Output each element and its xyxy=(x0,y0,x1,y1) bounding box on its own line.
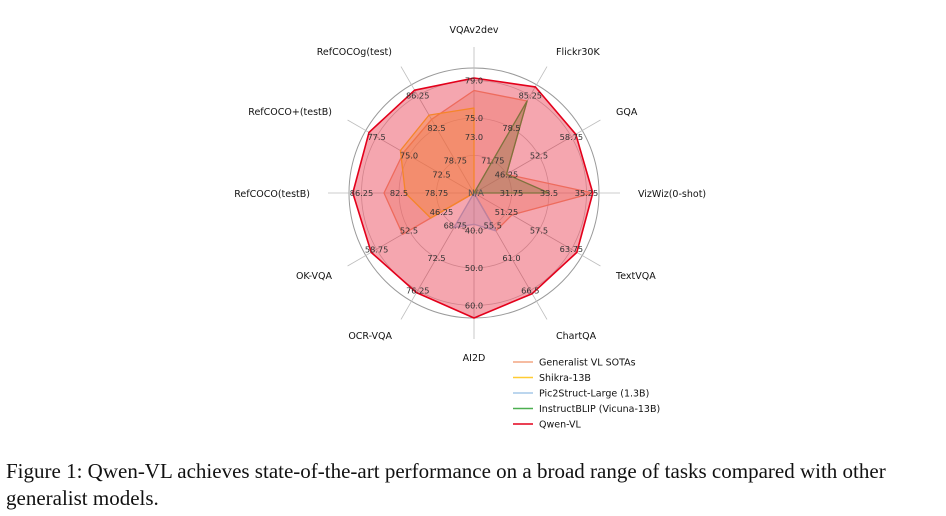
legend-label-5: Qwen-VL xyxy=(539,420,581,431)
axis-label: RefCOCOg(test) xyxy=(317,47,392,58)
axis-label: AI2D xyxy=(463,353,486,364)
tick-label: 68.75 xyxy=(444,221,467,231)
figure-caption: Figure 1: Qwen-VL achieves state-of-the-… xyxy=(6,459,886,510)
tick-label: 46.25 xyxy=(430,207,453,217)
tick-label: 66.5 xyxy=(521,285,539,295)
tick-label: 82.5 xyxy=(427,123,445,133)
tick-label: 85.25 xyxy=(519,91,542,101)
legend-label-3: Pic2Struct-Large (1.3B) xyxy=(539,389,649,400)
axis-label: OCR-VQA xyxy=(348,331,392,342)
tick-label: 78.75 xyxy=(444,156,467,166)
tick-label: 75.0 xyxy=(400,151,418,161)
tick-label: 60.0 xyxy=(465,301,483,311)
tick-label: 82.5 xyxy=(390,188,408,198)
tick-label: 35.25 xyxy=(575,188,598,198)
tick-label: 86.25 xyxy=(406,91,429,101)
legend-label-2: Shikra-13B xyxy=(539,373,591,384)
tick-label: 72.5 xyxy=(432,169,450,179)
axis-label: VizWiz(0-shot) xyxy=(638,189,706,200)
tick-label: 58.75 xyxy=(560,132,583,142)
axis-label: RefCOCO(testB) xyxy=(234,189,310,200)
radar-chart: 73.0 75.0 79.0 71.75 78.5 85.25 46.25 52.5 58.75… xyxy=(234,25,707,435)
center-label: N/A xyxy=(468,189,485,199)
tick-label: 33.5 xyxy=(540,188,558,198)
tick-label: 79.0 xyxy=(465,76,483,86)
tick-label: 71.75 xyxy=(481,156,504,166)
tick-label: 61.0 xyxy=(502,253,520,263)
tick-label: 63.75 xyxy=(560,244,583,254)
tick-label: 86.25 xyxy=(350,188,373,198)
spoke-12 xyxy=(400,66,475,194)
legend-label-1: Generalist VL SOTAs xyxy=(539,358,636,369)
series-polygon-3 xyxy=(453,192,497,232)
axis-label: GQA xyxy=(616,107,638,118)
legend-box xyxy=(508,353,668,435)
spoke-5 xyxy=(473,192,601,267)
tick-label: 75.0 xyxy=(465,113,483,123)
axis-label: ChartQA xyxy=(556,331,597,342)
tick-label: 52.5 xyxy=(400,226,418,236)
axis-label: Flickr30K xyxy=(556,47,600,58)
axis-label: VQAv2dev xyxy=(449,25,498,36)
tick-label: 57.5 xyxy=(530,226,548,236)
tick-label: 72.5 xyxy=(427,253,445,263)
tick-label: 52.5 xyxy=(530,151,548,161)
series-polygon-4 xyxy=(473,100,550,194)
tick-label: 46.25 xyxy=(495,169,518,179)
tick-label: 50.0 xyxy=(465,263,483,273)
tick-label: 55.5 xyxy=(484,221,502,231)
spoke-3 xyxy=(473,119,601,194)
series-polygon-5 xyxy=(351,77,594,319)
tick-label: 78.5 xyxy=(502,123,520,133)
tick-label: 51.25 xyxy=(495,207,518,217)
tick-label: 31.75 xyxy=(500,188,523,198)
axis-label: TextVQA xyxy=(615,271,656,282)
tick-label: 73.0 xyxy=(465,132,483,142)
tick-label: 40.0 xyxy=(465,226,483,236)
tick-label: 58.75 xyxy=(365,244,388,254)
tick-label: 77.5 xyxy=(367,132,385,142)
tick-label: 78.75 xyxy=(425,188,448,198)
axis-label: OK-VQA xyxy=(296,271,333,282)
axis-label: RefCOCO+(testB) xyxy=(248,107,332,118)
tick-label: 76.25 xyxy=(406,285,429,295)
legend-label-4: InstructBLIP (Vicuna-13B) xyxy=(539,404,660,415)
